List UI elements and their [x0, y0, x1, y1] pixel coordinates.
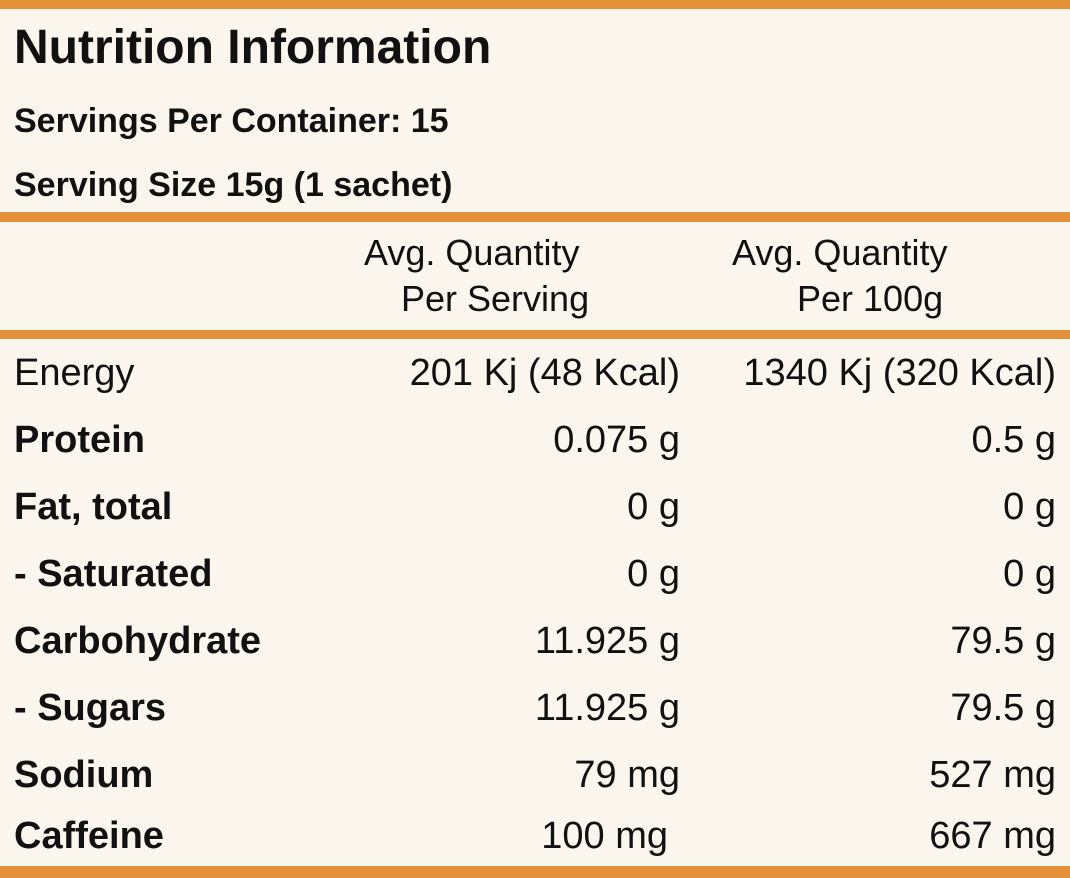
nutrient-name: Carbohydrate — [14, 620, 262, 662]
table-row: Sodium 79 mg 527 mg — [0, 747, 1070, 803]
per-serving-value: 0 g — [627, 553, 680, 595]
column-header-line: Avg. Quantity — [732, 232, 948, 273]
per-100g-value: 0.5 g — [971, 419, 1056, 461]
per-100g-value: 79.5 g — [950, 620, 1056, 662]
table-row: Carbohydrate 11.925 g 79.5 g — [0, 613, 1070, 669]
table-row: Energy 201 Kj (48 Kcal) 1340 Kj (320 Kca… — [0, 345, 1070, 401]
nutrient-name: Sodium — [14, 754, 154, 796]
column-header-line: Avg. Quantity — [364, 232, 580, 273]
table-row: Caffeine 100 mg 667 mg — [0, 808, 1070, 864]
table-row: - Saturated 0 g 0 g — [0, 546, 1070, 602]
per-100g-value: 667 mg — [929, 815, 1056, 857]
table-row: - Sugars 11.925 g 79.5 g — [0, 680, 1070, 736]
nutrient-name: Caffeine — [14, 815, 164, 857]
per-100g-value: 527 mg — [929, 754, 1056, 796]
column-header-per-serving: Avg. Quantity Per Serving — [360, 230, 620, 322]
nutrient-name: - Saturated — [14, 553, 213, 595]
per-serving-value: 0.075 g — [553, 419, 680, 461]
per-100g-value: 0 g — [1003, 486, 1056, 528]
table-row: Protein 0.075 g 0.5 g — [0, 412, 1070, 468]
per-serving-value: 201 Kj (48 Kcal) — [409, 352, 680, 394]
per-serving-value: 0 g — [627, 486, 680, 528]
per-serving-value: 79 mg — [574, 754, 680, 796]
header-divider — [0, 212, 1070, 222]
per-100g-value: 0 g — [1003, 553, 1056, 595]
per-100g-value: 79.5 g — [950, 687, 1056, 729]
table-row: Fat, total 0 g 0 g — [0, 479, 1070, 535]
servings-per-container: Servings Per Container: 15 — [14, 102, 449, 140]
nutrient-name: Energy — [14, 352, 135, 394]
column-header-line: Per Serving — [401, 278, 590, 319]
nutrient-name: Fat, total — [14, 486, 173, 528]
nutrient-name: Protein — [14, 419, 145, 461]
per-serving-value: 11.925 g — [534, 620, 680, 662]
per-serving-value: 100 mg — [541, 815, 668, 857]
columns-divider — [0, 330, 1070, 339]
column-header-per-100g: Avg. Quantity Per 100g — [728, 230, 988, 322]
bottom-divider — [0, 866, 1070, 878]
panel-title: Nutrition Information — [14, 21, 492, 74]
nutrient-name: - Sugars — [14, 687, 167, 729]
column-header-line: Per 100g — [797, 278, 944, 319]
per-serving-value: 11.925 g — [534, 687, 680, 729]
per-100g-value: 1340 Kj (320 Kcal) — [743, 352, 1056, 394]
serving-size: Serving Size 15g (1 sachet) — [14, 166, 453, 204]
top-divider — [0, 0, 1070, 9]
